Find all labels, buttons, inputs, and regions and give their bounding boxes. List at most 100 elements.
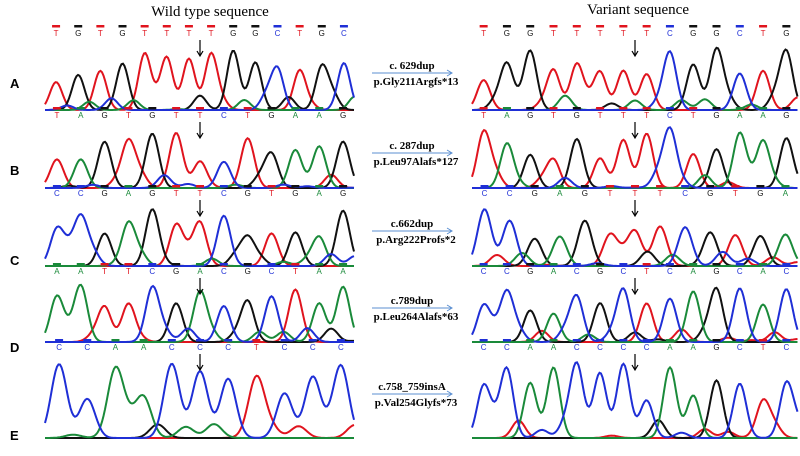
base-letter: G [268, 111, 274, 120]
trace [45, 284, 354, 343]
base-letter: G [707, 189, 713, 198]
base-marker [172, 185, 181, 188]
trace [45, 61, 355, 111]
base-marker [681, 185, 690, 188]
base-marker [479, 339, 488, 342]
base-letter: G [713, 267, 719, 276]
base-marker [596, 25, 605, 28]
base-letter: G [783, 111, 789, 120]
base-marker [605, 185, 614, 188]
base-marker [712, 263, 721, 266]
base-marker [782, 107, 791, 110]
base-letter: G [527, 111, 533, 120]
mutation-protein: p.Gly211Argfs*13 [374, 76, 459, 88]
mutation-protein: p.Leu97Alafs*127 [374, 156, 459, 168]
base-letter: A [551, 267, 557, 276]
base-letter: A [760, 111, 766, 120]
base-letter: A [340, 267, 346, 276]
base-marker [196, 107, 204, 110]
base-marker [759, 25, 768, 28]
base-letter: C [341, 29, 347, 38]
base-letter: T [658, 189, 663, 198]
base-letter: C [169, 343, 175, 352]
base-marker [735, 107, 744, 110]
base-letter: C [269, 267, 275, 276]
base-marker [642, 339, 651, 342]
base-marker [759, 107, 768, 110]
base-marker [759, 339, 768, 342]
base-marker [76, 263, 85, 266]
base-letter: A [691, 267, 697, 276]
base-marker [267, 185, 276, 188]
base-marker [735, 339, 744, 342]
base-letter: C [504, 343, 510, 352]
base-letter: C [783, 343, 789, 352]
base-marker [549, 107, 558, 110]
base-marker [118, 25, 127, 28]
base-letter: G [783, 29, 789, 38]
base-letter: G [319, 29, 325, 38]
base-marker [689, 107, 698, 110]
base-marker [689, 263, 698, 266]
base-marker [207, 25, 216, 28]
base-letter: T [733, 189, 738, 198]
base-letter: C [737, 343, 743, 352]
base-letter: T [126, 111, 131, 120]
base-letter: T [142, 29, 147, 38]
base-letter: C [507, 189, 513, 198]
base-marker [196, 185, 204, 188]
pointer-arrow [196, 354, 204, 372]
base-letter: G [230, 29, 236, 38]
base-letter: C [737, 29, 743, 38]
base-letter: C [667, 29, 673, 38]
base-marker [549, 339, 558, 342]
base-letter: G [75, 29, 81, 38]
base-letter: G [713, 111, 719, 120]
base-marker [219, 263, 228, 266]
base-marker [526, 339, 535, 342]
base-letter: T [198, 111, 203, 120]
base-marker [196, 339, 204, 342]
trace [471, 361, 799, 439]
base-letter: C [481, 343, 487, 352]
base-marker [252, 339, 261, 342]
base-marker [759, 263, 768, 266]
base-letter: T [102, 267, 107, 276]
base-letter: T [245, 111, 250, 120]
base-letter: T [633, 189, 638, 198]
base-marker [619, 25, 628, 28]
base-letter: C [737, 267, 743, 276]
trace [471, 61, 798, 111]
base-marker [479, 107, 488, 110]
base-letter: C [574, 343, 580, 352]
base-letter: C [644, 343, 650, 352]
base-marker [336, 339, 345, 342]
base-letter: C [84, 343, 90, 352]
base-letter: T [551, 111, 556, 120]
base-marker [631, 185, 639, 188]
base-marker [124, 263, 133, 266]
base-letter: T [164, 29, 169, 38]
base-letter: A [293, 111, 299, 120]
base-marker [100, 185, 109, 188]
base-marker [96, 25, 105, 28]
mutation-arrowhead [446, 69, 453, 77]
trace [45, 145, 354, 189]
base-marker [526, 107, 535, 110]
base-letter: A [667, 343, 673, 352]
base-marker [619, 107, 628, 110]
base-letter: G [340, 189, 346, 198]
base-letter: G [582, 189, 588, 198]
base-letter: T [598, 29, 603, 38]
base-marker [502, 107, 511, 110]
base-letter: C [667, 111, 673, 120]
trace [45, 298, 354, 343]
base-marker [580, 185, 589, 188]
base-marker [619, 263, 628, 266]
pointer-arrow [196, 278, 204, 296]
base-marker [167, 339, 176, 342]
pointer-arrow [196, 40, 204, 58]
base-marker [148, 107, 157, 110]
base-letter: C [275, 29, 281, 38]
base-letter: G [574, 111, 580, 120]
